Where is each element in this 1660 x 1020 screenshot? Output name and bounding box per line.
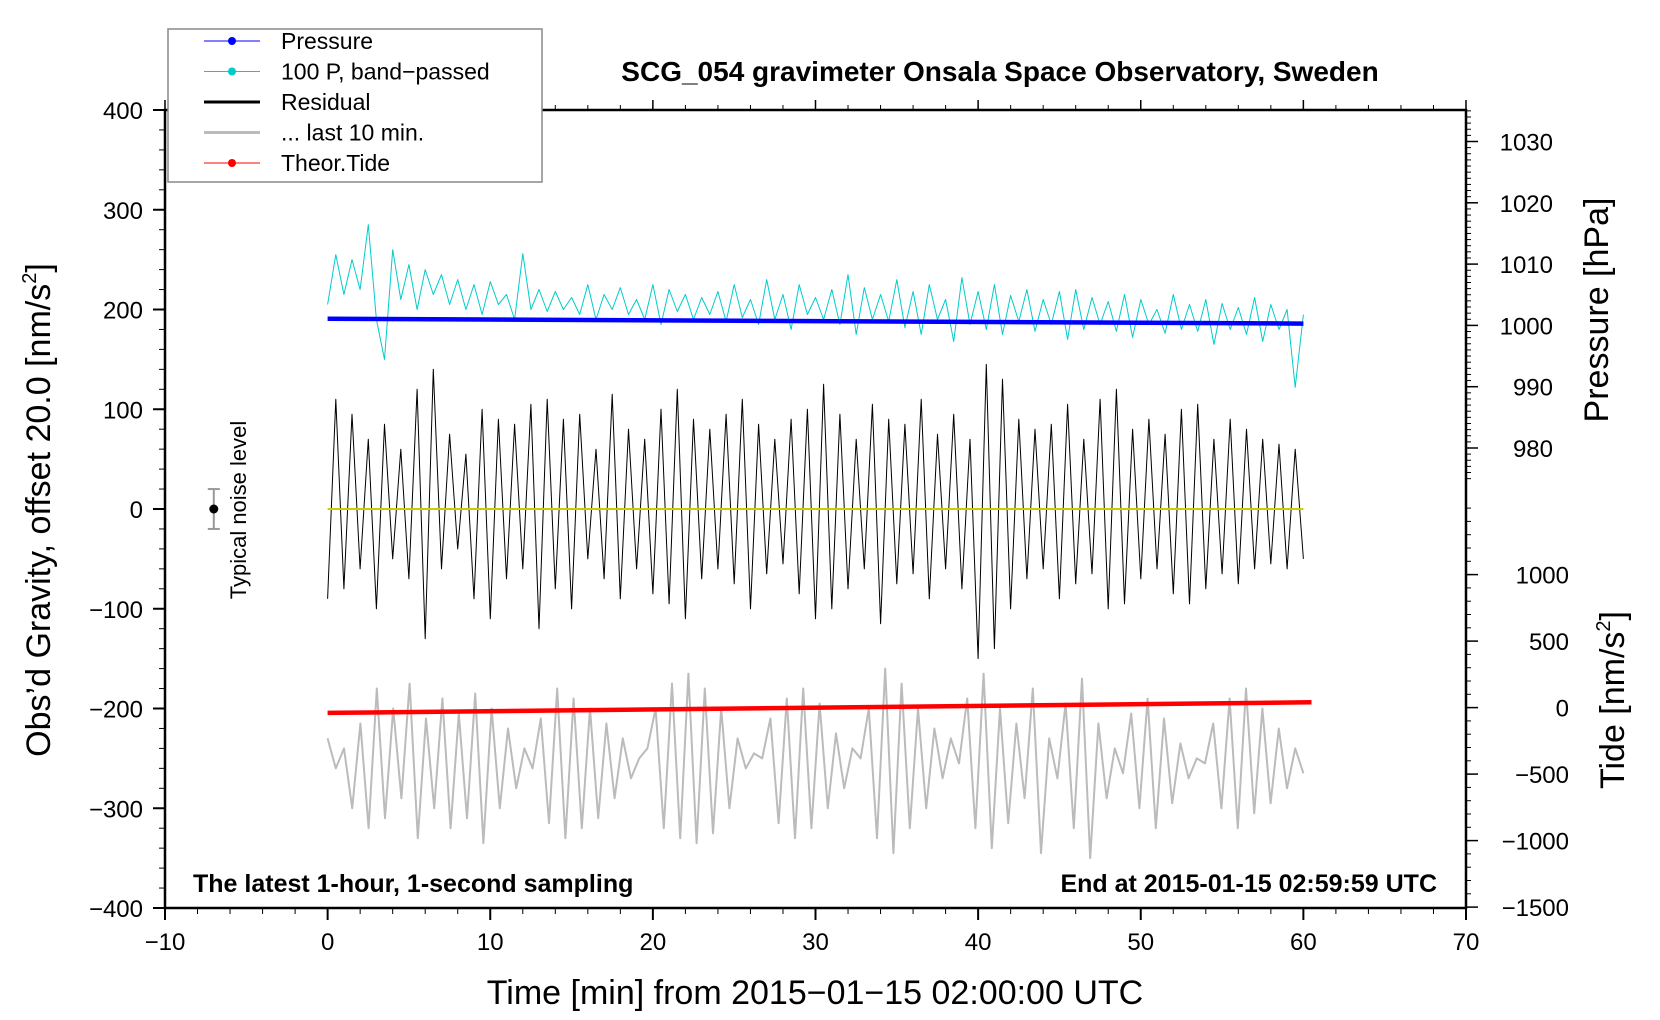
tide-axis-label-sup: 2	[1593, 620, 1615, 631]
legend: Pressure 100 P, band−passed Residual ... la…	[167, 28, 543, 183]
series-line-residual	[327, 363, 1304, 660]
legend-marker	[228, 159, 236, 167]
y-tick-label: −300	[89, 796, 143, 823]
y-tick-label: 400	[103, 98, 143, 125]
y-tick-label: 300	[103, 198, 143, 225]
pressure-tick-label: 980	[1513, 436, 1553, 463]
y-axis-label-main: Obs’d Gravity, offset 20.0 [nm/s	[20, 284, 58, 757]
legend-label: ... last 10 min.	[281, 120, 424, 146]
x-tick-label: 30	[802, 929, 829, 956]
noise-point	[209, 504, 219, 514]
legend-entries: Pressure 100 P, band−passed Residual ... la…	[204, 28, 490, 176]
series-line-last-10-min	[326, 667, 1305, 860]
x-tick-label: 60	[1290, 929, 1317, 956]
tide-tick-label: −1500	[1502, 895, 1569, 922]
legend-label: 100 P, band−passed	[281, 59, 490, 85]
tide-tick-label: −500	[1515, 762, 1569, 789]
chart-title: SCG_054 gravimeter Onsala Space Observat…	[621, 56, 1378, 87]
series-line-theor-tide	[327, 700, 1312, 716]
y-tick-label: 100	[103, 397, 143, 424]
tide-tick-label: 500	[1529, 629, 1569, 656]
y-axis-label-end: ]	[20, 263, 58, 272]
y-tick-label: −400	[89, 896, 143, 923]
legend-marker	[228, 67, 236, 76]
x-axis-label: Time [min] from 2015−01−15 02:00:00 UTC	[487, 974, 1143, 1012]
pressure-tick-label: 1010	[1500, 252, 1553, 279]
legend-label: Pressure	[281, 28, 373, 54]
y-tick-label: 0	[130, 497, 143, 524]
x-tick-label: 40	[965, 929, 992, 956]
x-tick-label: 0	[321, 929, 334, 956]
x-tick-label: 10	[477, 929, 504, 956]
tide-tick-label: 0	[1556, 696, 1569, 723]
x-tick-label: 50	[1127, 929, 1154, 956]
tide-axis-label: Tide [nm/s2]	[1593, 611, 1632, 789]
noise-error-bar	[207, 488, 220, 530]
legend-box	[167, 28, 543, 183]
x-tick-label: −10	[145, 929, 186, 956]
tide-tick-label: 1000	[1516, 563, 1569, 590]
legend-label: Residual	[281, 89, 371, 115]
pressure-tick-label: 1030	[1500, 130, 1553, 157]
y-axis-label: Obs’d Gravity, offset 20.0 [nm/s2]	[19, 263, 58, 757]
y-tick-label: −100	[89, 597, 143, 624]
x-tick-label: 20	[640, 929, 667, 956]
pressure-axis-label: Pressure [hPa]	[1578, 198, 1616, 423]
pressure-tick-label: 1000	[1500, 313, 1553, 340]
tide-axis-label-end: ]	[1594, 611, 1632, 620]
x-tick-label: 70	[1453, 929, 1480, 956]
legend-label: Theor.Tide	[281, 150, 390, 176]
y-axis-label-sup: 2	[19, 273, 41, 284]
noise-level-label: Typical noise level	[226, 421, 251, 600]
y-tick-label: 200	[103, 298, 143, 325]
axes: −10 0 10 20 30 40 50 60 704003002001000−100−200−…	[89, 98, 1569, 956]
series-line-100-p-band-passed	[327, 224, 1304, 388]
pressure-tick-label: 1020	[1500, 191, 1553, 218]
legend-marker	[228, 37, 236, 45]
plot-series	[326, 224, 1312, 860]
annotation-end-time: End at 2015-01-15 02:59:59 UTC	[1060, 870, 1437, 898]
pressure-tick-label: 990	[1513, 375, 1553, 402]
annotation-sampling: The latest 1-hour, 1-second sampling	[193, 870, 633, 898]
tide-tick-label: −1000	[1502, 829, 1569, 856]
y-tick-label: −200	[89, 697, 143, 724]
tide-axis-label-main: Tide [nm/s	[1594, 632, 1632, 789]
series-line-pressure	[327, 316, 1304, 326]
